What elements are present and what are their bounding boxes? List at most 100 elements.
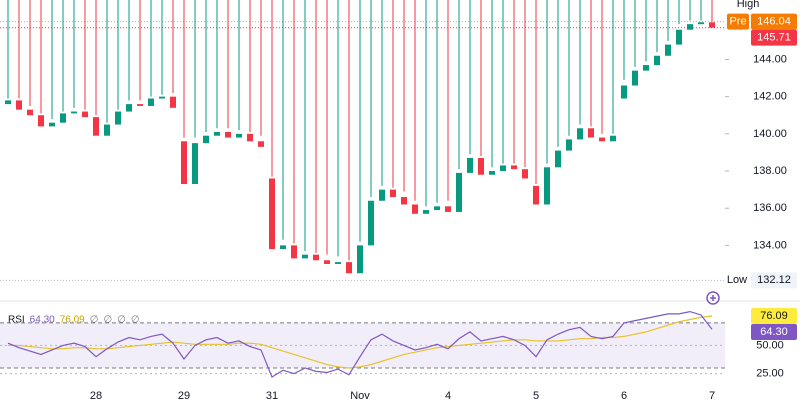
candle-body [214,131,220,136]
candle-body [478,158,484,175]
candle-body [16,100,22,110]
y-tick-label: 134.00 [753,239,787,251]
candle-body [181,141,187,185]
candle-body [258,141,264,147]
candle-body [401,197,407,205]
rsi-header-value: 64.30 [30,315,55,326]
candle-body [247,133,253,142]
candle-body [104,124,110,136]
y-tick-label: 142.00 [753,91,787,103]
candle-body [280,245,286,250]
candle-body [698,22,704,25]
rsi-tick-label: 25.00 [756,368,784,380]
rsi-badge [751,324,797,341]
candle-body [126,104,132,112]
candle-body [599,137,605,142]
candle-body [533,185,539,205]
rsi-header-extra: ∅ [131,315,140,326]
candle-body [456,172,462,212]
candle-body [610,135,616,142]
candle-body [654,55,660,66]
candle-body [49,122,55,127]
candle-body [709,22,715,28]
candle-body [93,117,99,136]
x-tick-label: 7 [709,390,715,400]
rsi-header-extra: ∅ [90,315,99,326]
candle-body [489,171,495,175]
candle-body [555,150,561,168]
candle-body [544,167,550,205]
candle-body [632,70,638,86]
candle-body [434,206,440,211]
y-tick-label: 138.00 [753,165,787,177]
candle-body [379,189,385,201]
x-tick-label: 4 [445,390,451,400]
rsi-line [7,310,713,378]
candle-body [38,115,44,127]
pre-price-badge [751,13,797,30]
rsi-tick-label: 50.00 [756,339,784,351]
y-tick-label: 144.00 [753,53,787,65]
x-tick-label: 6 [621,390,627,400]
candle-body [500,165,506,172]
candle-body [313,254,319,261]
y-tick-label: 136.00 [753,202,787,214]
candle-body [27,109,33,116]
x-tick-label: 31 [266,390,278,400]
last-price-badge [751,29,797,46]
candle-body [346,262,352,274]
candle-body [71,111,77,114]
pre-badge [727,13,749,30]
rsi-title: RSI [8,315,25,326]
candle-body [357,245,363,274]
high-label: High [737,0,760,10]
candle-body [324,260,330,264]
rsi-value: 64.30 [760,326,788,338]
candle-body [82,111,88,118]
rsi-ma-value: 76.09 [760,310,788,322]
candle-body [390,189,396,198]
candle-body [5,100,11,105]
candle-body [225,131,231,138]
rsi-header-extra: ∅ [103,315,112,326]
y-tick-label: 140.00 [753,128,787,140]
candle-body [511,165,517,170]
low-price: 132.12 [757,274,791,286]
candle-body [115,111,121,125]
candle-body [676,29,682,45]
candle-body [566,139,572,151]
candle-body [588,128,594,138]
x-tick-label: 5 [533,390,539,400]
candle-body [302,254,308,259]
candle-body [269,178,275,250]
x-tick-label: 28 [90,390,102,400]
rsi-line [8,315,713,369]
candle-body [445,206,451,212]
candle-body [137,104,143,106]
candle-body [368,200,374,246]
pre-price: 146.04 [757,15,791,27]
pre-label: Pre [729,15,746,27]
rsi-header-extra: ∅ [117,315,126,326]
candle-body [665,44,671,56]
candle-body [203,135,209,144]
candle-body [577,128,583,140]
candle-body [467,158,473,173]
rsi-header-ma: 76.09 [60,315,85,326]
add-alert-icon[interactable] [706,291,720,305]
candle-body [412,204,418,214]
candle-body [621,85,627,99]
x-tick-label: Nov [350,390,370,400]
candle-body [643,65,649,71]
last-price: 145.71 [757,31,791,43]
candle-body [148,98,154,106]
low-price-badge [751,272,797,289]
candle-body [192,143,198,185]
candle-body [335,262,341,264]
candle-body [170,96,176,108]
x-tick-label: 29 [178,390,190,400]
candle-body [159,96,165,99]
